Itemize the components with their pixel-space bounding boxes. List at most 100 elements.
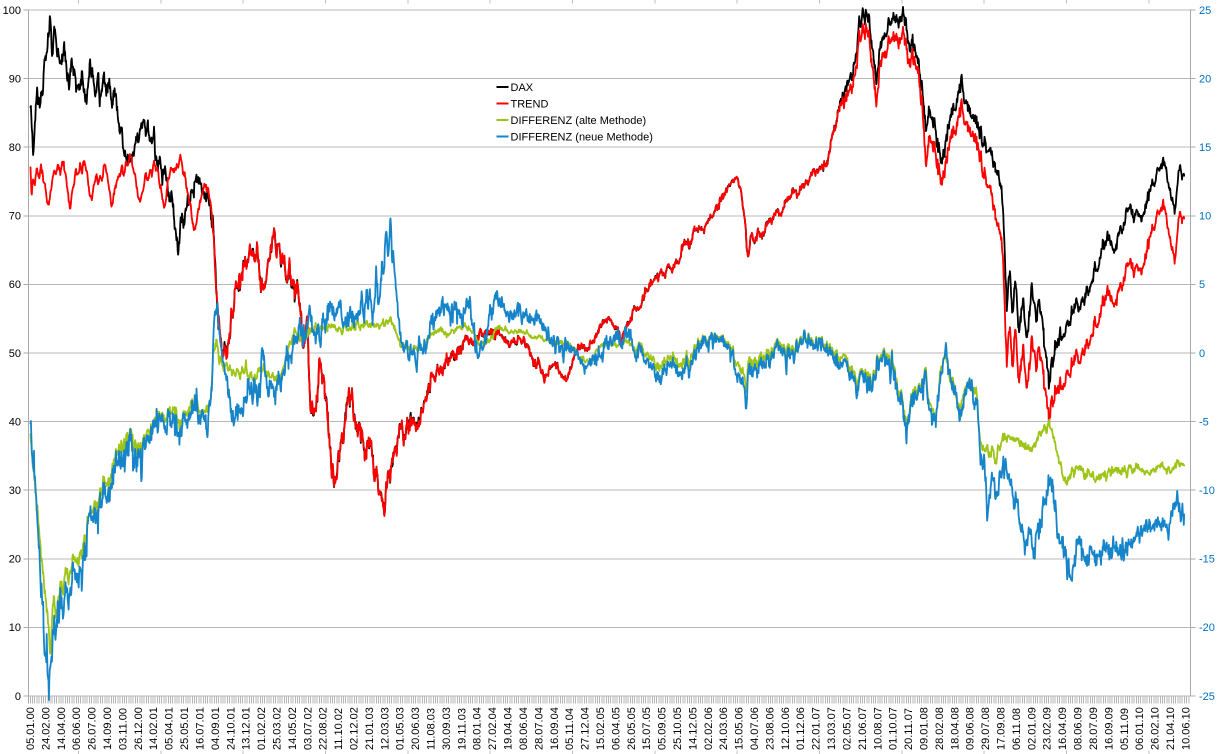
svg-text:20: 20 <box>1199 73 1211 85</box>
svg-text:08.06.04: 08.06.04 <box>518 707 530 750</box>
svg-text:10.06.10: 10.06.10 <box>1180 707 1192 750</box>
svg-text:28.07.09: 28.07.09 <box>1088 707 1100 750</box>
svg-text:26.05.05: 26.05.05 <box>626 707 638 750</box>
svg-text:10.08.07: 10.08.07 <box>872 707 884 750</box>
svg-text:05.11.09: 05.11.09 <box>1119 708 1131 750</box>
svg-text:06.11.08: 06.11.08 <box>1011 708 1023 750</box>
svg-text:0: 0 <box>1199 348 1205 360</box>
svg-text:DIFFERENZ (neue Methode): DIFFERENZ (neue Methode) <box>511 131 653 143</box>
svg-text:02.02.06: 02.02.06 <box>703 707 715 750</box>
svg-text:06.04.05: 06.04.05 <box>610 707 622 750</box>
svg-text:25.10.05: 25.10.05 <box>672 707 684 750</box>
svg-text:24.02.00: 24.02.00 <box>40 707 52 750</box>
svg-text:20.11.07: 20.11.07 <box>903 708 915 750</box>
svg-text:28.07.04: 28.07.04 <box>533 707 545 750</box>
svg-text:13.12.01: 13.12.01 <box>241 707 253 750</box>
svg-text:02.12.02: 02.12.02 <box>349 707 361 750</box>
svg-text:12.10.06: 12.10.06 <box>780 707 792 750</box>
svg-text:30.09.03: 30.09.03 <box>441 707 453 750</box>
svg-text:-5: -5 <box>1199 416 1209 428</box>
svg-text:24.10.01: 24.10.01 <box>225 707 237 750</box>
svg-text:60: 60 <box>9 279 21 291</box>
svg-text:-20: -20 <box>1199 622 1215 634</box>
svg-text:09.01.08: 09.01.08 <box>919 707 931 750</box>
svg-text:14.02.01: 14.02.01 <box>148 707 160 750</box>
svg-text:70: 70 <box>9 211 21 223</box>
svg-text:80: 80 <box>9 142 21 154</box>
svg-text:17.09.08: 17.09.08 <box>996 707 1008 750</box>
svg-text:29.07.08: 29.07.08 <box>980 707 992 750</box>
svg-text:25.03.02: 25.03.02 <box>272 707 284 750</box>
svg-text:50: 50 <box>9 348 21 360</box>
svg-text:30: 30 <box>9 485 21 497</box>
svg-text:18.04.08: 18.04.08 <box>949 707 961 750</box>
svg-text:22.01.07: 22.01.07 <box>811 707 823 750</box>
svg-text:01.02.02: 01.02.02 <box>256 707 268 750</box>
svg-text:-15: -15 <box>1199 554 1215 566</box>
svg-text:26.12.00: 26.12.00 <box>133 707 145 750</box>
svg-text:TREND: TREND <box>511 98 549 110</box>
svg-text:90: 90 <box>9 73 21 85</box>
svg-text:10: 10 <box>1199 211 1211 223</box>
svg-text:14.04.00: 14.04.00 <box>56 707 68 750</box>
svg-text:27.12.04: 27.12.04 <box>580 707 592 750</box>
svg-text:05.09.05: 05.09.05 <box>657 707 669 750</box>
svg-text:05.04.01: 05.04.01 <box>164 707 176 750</box>
svg-text:5: 5 <box>1199 279 1205 291</box>
svg-text:19.04.04: 19.04.04 <box>503 707 515 750</box>
svg-text:21.01.03: 21.01.03 <box>364 707 376 750</box>
svg-text:15.07.05: 15.07.05 <box>641 707 653 750</box>
svg-text:16.09.09: 16.09.09 <box>1103 707 1115 750</box>
svg-text:08.01.04: 08.01.04 <box>472 707 484 750</box>
svg-text:21.06.07: 21.06.07 <box>857 707 869 750</box>
svg-text:23.02.09: 23.02.09 <box>1042 707 1054 750</box>
svg-text:09.06.08: 09.06.08 <box>965 707 977 750</box>
svg-text:25.05.01: 25.05.01 <box>179 707 191 750</box>
svg-text:26.07.00: 26.07.00 <box>87 707 99 750</box>
svg-text:04.09.01: 04.09.01 <box>210 707 222 750</box>
svg-text:100: 100 <box>3 5 21 17</box>
svg-text:08.06.09: 08.06.09 <box>1073 707 1085 750</box>
svg-text:27.02.04: 27.02.04 <box>487 707 499 750</box>
svg-text:11.08.03: 11.08.03 <box>426 708 438 750</box>
svg-text:03.07.02: 03.07.02 <box>302 707 314 750</box>
svg-text:24.03.06: 24.03.06 <box>718 707 730 750</box>
svg-text:10: 10 <box>9 622 21 634</box>
svg-text:06.06.00: 06.06.00 <box>71 707 83 750</box>
svg-text:20.06.03: 20.06.03 <box>410 707 422 750</box>
svg-text:02.05.07: 02.05.07 <box>842 707 854 750</box>
svg-text:15: 15 <box>1199 142 1211 154</box>
svg-text:01.12.06: 01.12.06 <box>795 707 807 750</box>
svg-text:02.01.09: 02.01.09 <box>1026 707 1038 750</box>
svg-text:20: 20 <box>9 554 21 566</box>
svg-text:16.07.01: 16.07.01 <box>195 707 207 750</box>
svg-text:21.04.10: 21.04.10 <box>1165 707 1177 750</box>
svg-text:05.11.04: 05.11.04 <box>564 708 576 750</box>
svg-text:04.07.06: 04.07.06 <box>749 707 761 750</box>
svg-text:06.01.10: 06.01.10 <box>1134 707 1146 750</box>
svg-text:-25: -25 <box>1199 691 1215 703</box>
svg-text:12.03.03: 12.03.03 <box>379 707 391 750</box>
svg-text:16.09.04: 16.09.04 <box>549 707 561 750</box>
svg-text:14.05.02: 14.05.02 <box>287 707 299 750</box>
svg-text:DAX: DAX <box>511 82 534 94</box>
svg-text:-10: -10 <box>1199 485 1215 497</box>
svg-text:01.10.07: 01.10.07 <box>888 707 900 750</box>
svg-text:05.01.00: 05.01.00 <box>25 707 37 750</box>
svg-text:14.09.00: 14.09.00 <box>102 707 114 750</box>
svg-text:40: 40 <box>9 416 21 428</box>
svg-text:22.08.02: 22.08.02 <box>318 707 330 750</box>
svg-text:0: 0 <box>15 691 21 703</box>
svg-text:23.08.06: 23.08.06 <box>764 707 776 750</box>
svg-text:14.12.05: 14.12.05 <box>687 707 699 750</box>
svg-text:13.03.07: 13.03.07 <box>826 707 838 750</box>
svg-text:01.05.03: 01.05.03 <box>395 707 407 750</box>
svg-text:25: 25 <box>1199 5 1211 17</box>
svg-text:28.02.08: 28.02.08 <box>934 707 946 750</box>
svg-text:19.11.03: 19.11.03 <box>456 708 468 750</box>
svg-text:15.02.05: 15.02.05 <box>595 707 607 750</box>
svg-text:15.05.06: 15.05.06 <box>734 707 746 750</box>
svg-text:16.04.09: 16.04.09 <box>1057 707 1069 750</box>
svg-text:DIFFERENZ (alte Methode): DIFFERENZ (alte Methode) <box>511 115 647 127</box>
svg-text:03.11.00: 03.11.00 <box>117 708 129 750</box>
